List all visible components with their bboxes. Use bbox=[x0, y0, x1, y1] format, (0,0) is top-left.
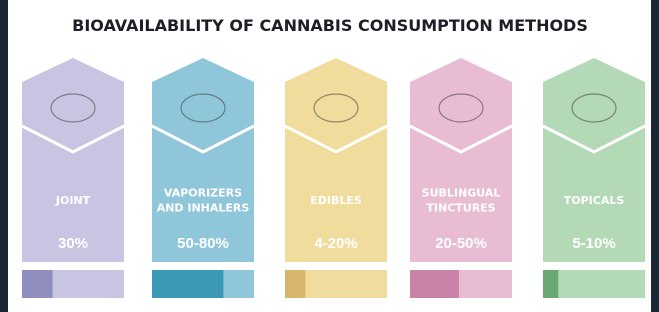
bar-fill bbox=[410, 270, 459, 298]
bioavailability: 4-20% bbox=[314, 235, 357, 252]
column bbox=[285, 58, 387, 262]
bioavailability: 20-50% bbox=[435, 235, 487, 252]
bioavailability: 5-10% bbox=[572, 235, 615, 252]
method-label: AND INHALERS bbox=[157, 202, 250, 215]
method-label: JOINT bbox=[55, 194, 91, 207]
column bbox=[152, 58, 254, 262]
method-label: TINCTURES bbox=[426, 202, 495, 215]
bar-fill bbox=[543, 270, 558, 298]
column bbox=[543, 58, 645, 262]
bar-fill bbox=[285, 270, 305, 298]
column bbox=[22, 58, 124, 262]
method-label: SUBLINGUAL bbox=[422, 187, 501, 200]
infographic: BIOAVAILABILITY OF CANNABIS CONSUMPTION … bbox=[0, 0, 659, 312]
bioavailability: 30% bbox=[58, 235, 88, 252]
column bbox=[410, 58, 512, 262]
title: BIOAVAILABILITY OF CANNABIS CONSUMPTION … bbox=[72, 16, 588, 35]
bioavailability: 50-80% bbox=[177, 235, 229, 252]
method-label: EDIBLES bbox=[310, 194, 362, 207]
bar-fill bbox=[152, 270, 223, 298]
method-label: TOPICALS bbox=[564, 194, 625, 207]
bar-fill bbox=[22, 270, 53, 298]
method-label: VAPORIZERS bbox=[164, 187, 242, 200]
